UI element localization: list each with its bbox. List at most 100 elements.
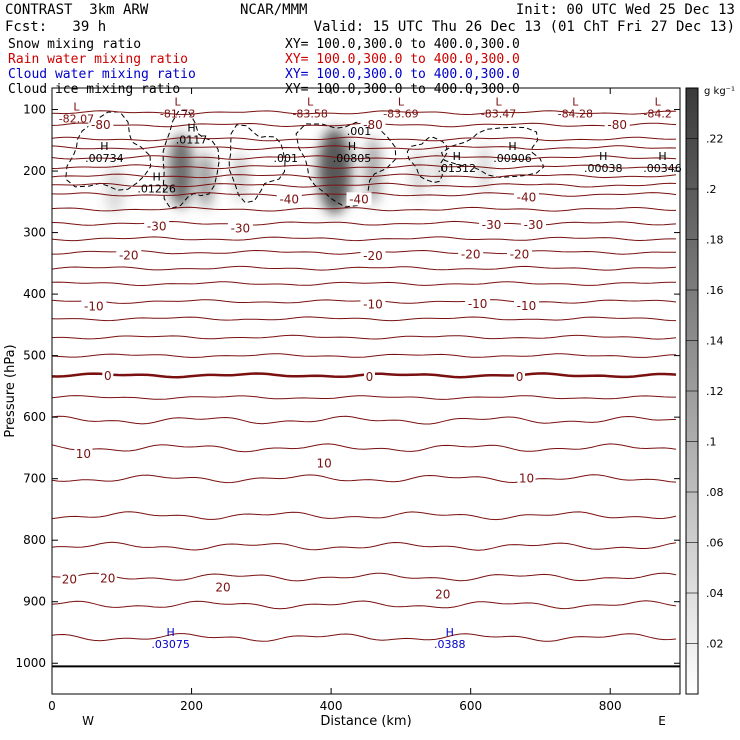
contour-label-bg-0 (88, 117, 114, 131)
contour-label-bg-27 (433, 587, 452, 601)
colorbar-tick-label-9: .2 (706, 183, 717, 196)
colorbar-tick-label-0: .02 (706, 638, 724, 651)
contour-label-bg-21 (74, 447, 93, 461)
init-time: Init: 00 UTC Wed 25 Dec 13 (515, 2, 735, 18)
legend-xy-snow: XY= 100.0,300.0 to 400.0,300.0 (285, 37, 520, 52)
y-tick-label-3: 400 (23, 287, 46, 301)
temperature-contour-22 (52, 443, 677, 453)
extremum-value-1: -81.73 (160, 108, 195, 121)
temperature-contour-18 (52, 353, 677, 358)
y-tick-label-7: 800 (23, 533, 46, 547)
y-tick-label-0: 100 (23, 103, 46, 117)
org-title: NCAR/MMM (240, 2, 308, 18)
model-title: CONTRAST 3km ARW (5, 2, 149, 18)
contour-label-bg-11 (360, 248, 386, 262)
contour-label-5: -40 (517, 191, 537, 205)
y-tick-label-6: 700 (23, 472, 46, 486)
legend-field-cloud-water: Cloud water mixing ratio (8, 67, 196, 82)
contour-label-bg-5 (513, 190, 539, 204)
extremum-mark-12: H (453, 150, 461, 163)
contour-label-9: -30 (524, 218, 544, 232)
extremum-mark-18: H (446, 626, 454, 639)
contour-label-bg-24 (60, 572, 79, 586)
extremum-mark-1: L (175, 96, 182, 109)
contour-label-bg-10 (116, 248, 142, 262)
y-tick-label-5: 600 (23, 410, 46, 424)
temperature-contour-9 (52, 206, 676, 212)
snow-core-8 (477, 143, 492, 193)
extrema-labels: L-82.07L-81.73L-83.58L-83.69L-83.47L-84.… (59, 96, 682, 651)
colorbar-tick-label-4: .1 (706, 436, 717, 449)
extremum-mark-13: H (508, 140, 516, 153)
legend-field-cloud-ice: Cloud ice mixing ratio (8, 82, 181, 97)
colorbar-tick-label-1: .04 (706, 587, 724, 600)
contour-label-3: -40 (279, 192, 299, 206)
extremum-value-5: -84.28 (558, 108, 593, 121)
temperature-contour-17 (52, 334, 677, 340)
legend-xy-cloud-ice: XY= 100.0,300.0 to 400.0,300.0 (285, 82, 520, 97)
contour-label-12: -20 (461, 248, 481, 262)
temperature-contour-4 (52, 155, 677, 160)
extremum-value-15: .00346 (643, 162, 682, 175)
ice-outline-5 (440, 126, 545, 178)
temperature-contour-14 (52, 281, 677, 287)
y-tick-label-2: 300 (23, 226, 46, 240)
snow-core-7 (432, 146, 446, 190)
contour-label-bg-12 (458, 247, 484, 261)
contour-label-bg-4 (346, 192, 372, 206)
colorbar-tick-label-6: .14 (706, 335, 724, 348)
temperature-contour-0 (52, 110, 677, 116)
contour-label-bg-8 (479, 218, 505, 232)
extremum-value-13: .00906 (493, 152, 532, 165)
contour-label-14: -10 (84, 299, 104, 313)
extremum-value-8: .0117 (176, 134, 208, 147)
extremum-mark-4: L (496, 96, 503, 109)
y-tick-label-9: 1000 (15, 656, 46, 670)
colorbar-tick-label-7: .16 (706, 284, 724, 297)
contour-label-16: -10 (468, 297, 488, 311)
contour-label-bg-20 (514, 370, 526, 384)
extremum-value-18: .0388 (434, 638, 466, 651)
x-tick-label-4: 800 (599, 699, 622, 713)
temperature-contour-13 (52, 265, 677, 271)
extremum-mark-16: H (153, 171, 161, 184)
valid-time: Valid: 15 UTC Thu 26 Dec 13 (01 ChT Fri … (313, 19, 735, 35)
y-tick-label-8: 900 (23, 595, 46, 609)
contour-label-bg-17 (513, 298, 539, 312)
temperature-contour-5 (52, 164, 677, 170)
contour-label-7: -30 (231, 221, 251, 235)
extremum-mark-8: H (187, 122, 195, 135)
temperature-contour-24 (52, 511, 677, 521)
ice-outline-0 (65, 111, 152, 191)
contour-label-19: 0 (366, 370, 374, 384)
y-axis-label: Pressure (hPa) (3, 344, 18, 437)
contour-label-bg-6 (144, 219, 170, 233)
ice-outline-2 (228, 124, 286, 204)
extremum-value-10: .001 (274, 152, 299, 165)
snow-core-1 (168, 134, 194, 208)
contour-label-26: 20 (215, 581, 230, 595)
colorbar-tick-label-8: .18 (706, 234, 724, 247)
x-tick-label-2: 400 (320, 699, 343, 713)
temperature-contour-28 (52, 633, 677, 642)
legend-field-snow: Snow mixing ratio (8, 37, 142, 52)
snow-core-4 (317, 127, 352, 215)
extremum-mark-11: H (348, 140, 356, 153)
contour-label-bg-13 (507, 247, 533, 261)
temperature-contour-21 (52, 415, 677, 425)
temperature-contour-20 (52, 395, 676, 400)
contour-label-bg-3 (276, 192, 302, 206)
contour-label-13: -20 (510, 248, 530, 262)
colorbar: g kg⁻¹ .02 .04 .06 .08 .1 .12 .14 .16 .18 .2 .22 (685, 86, 735, 695)
contour-label-8: -30 (482, 218, 502, 232)
contour-label-bg-16 (465, 296, 491, 310)
x-tick-label-3: 600 (459, 699, 482, 713)
extremum-mark-0: L (73, 101, 80, 114)
contour-label-bg-18 (102, 368, 114, 382)
legend-xy-rain: XY= 100.0,300.0 to 400.0,300.0 (285, 52, 520, 67)
contour-label-bg-14 (81, 299, 107, 313)
contour-label-0: -80 (91, 118, 111, 132)
temperature-contour-2 (52, 136, 677, 142)
extremum-value-17: .03075 (151, 638, 190, 651)
